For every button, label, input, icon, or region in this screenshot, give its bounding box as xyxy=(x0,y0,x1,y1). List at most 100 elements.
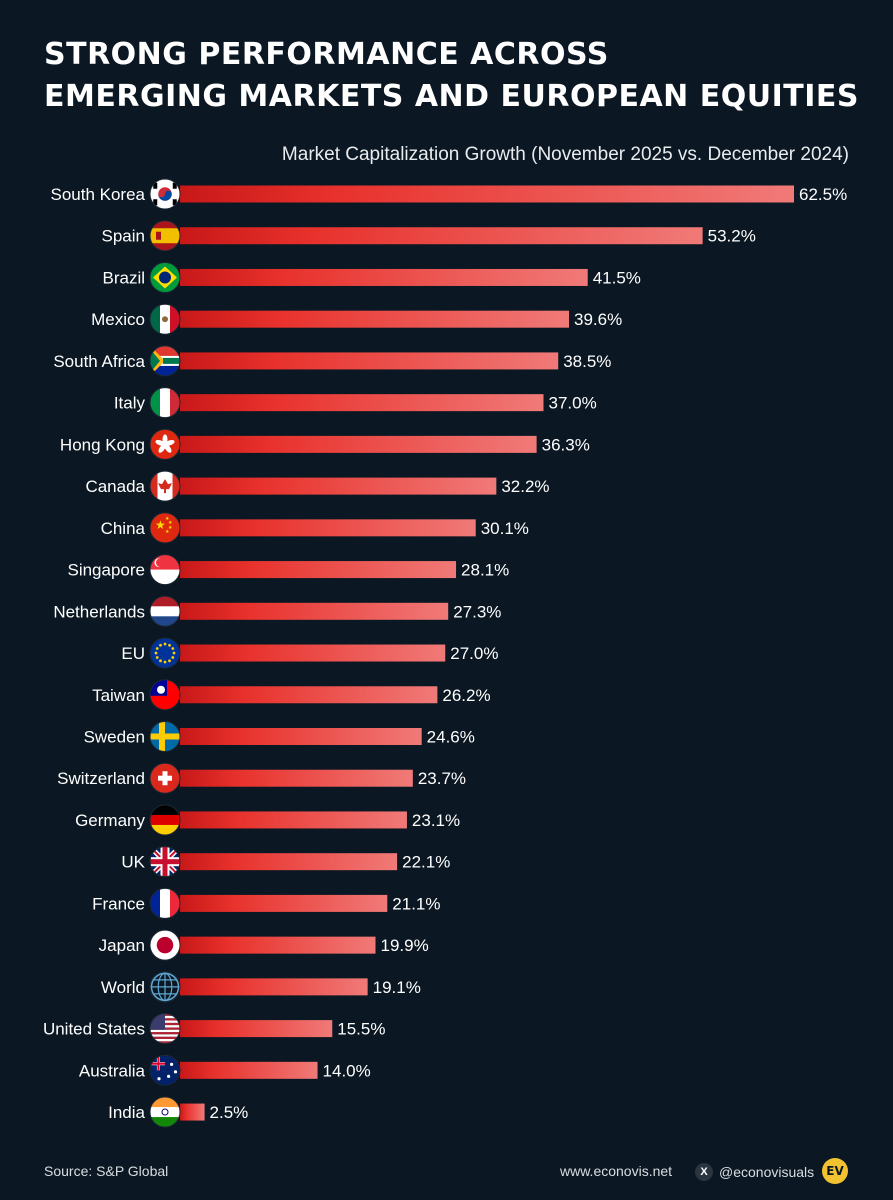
category-label: South Africa xyxy=(53,352,145,371)
flag-singapore-icon xyxy=(149,554,181,586)
bar xyxy=(180,435,537,453)
flag-canada-icon xyxy=(149,470,181,502)
category-label: Australia xyxy=(79,1061,146,1080)
value-label: 23.1% xyxy=(412,811,460,830)
value-label: 22.1% xyxy=(402,853,450,872)
x-logo-icon: X xyxy=(695,1163,713,1181)
flag-uk-icon xyxy=(149,846,181,878)
value-label: 19.9% xyxy=(380,936,428,955)
website-link[interactable]: www.econovis.net xyxy=(560,1163,673,1179)
bar-row: Mexico 39.6% xyxy=(91,303,622,335)
flag-australia-icon xyxy=(149,1054,181,1086)
bar xyxy=(180,185,794,203)
footer: Source: S&P Global www.econovis.net X @e… xyxy=(0,1158,893,1184)
flag-mexico-icon xyxy=(149,303,181,335)
bar-row: Switzerland 23.7% xyxy=(57,762,466,794)
bar xyxy=(180,310,570,328)
flag-taiwan-icon xyxy=(149,679,181,711)
svg-text:★: ★ xyxy=(165,516,170,522)
svg-text:★: ★ xyxy=(168,525,173,531)
category-label: Mexico xyxy=(91,310,145,329)
category-label: EU xyxy=(121,644,145,663)
bar xyxy=(180,227,703,245)
value-label: 2.5% xyxy=(210,1103,249,1122)
bar-row: Hong Kong 36.3% xyxy=(60,428,590,460)
value-label: 27.3% xyxy=(453,602,501,621)
page-title: STRONG PERFORMANCE ACROSS EMERGING MARKE… xyxy=(44,34,864,118)
globe-icon xyxy=(149,971,181,1003)
category-label: Canada xyxy=(85,477,145,496)
value-label: 37.0% xyxy=(548,394,596,413)
flag-hong-kong-icon xyxy=(149,428,181,460)
bar xyxy=(180,1103,205,1121)
bar-row: South Korea 62.5% xyxy=(50,178,847,210)
value-label: 53.2% xyxy=(708,227,756,246)
category-label: Hong Kong xyxy=(60,435,145,454)
value-label: 21.1% xyxy=(392,894,440,913)
bar xyxy=(180,853,398,871)
bar xyxy=(180,1061,318,1079)
bar xyxy=(180,644,446,662)
bar-row: Brazil 41.5% xyxy=(102,261,641,293)
value-label: 36.3% xyxy=(542,435,590,454)
value-label: 41.5% xyxy=(593,268,641,287)
bar-row: Taiwan 26.2% xyxy=(92,679,491,711)
bar-row: Japan 19.9% xyxy=(99,929,429,961)
bar xyxy=(180,602,449,620)
bar xyxy=(180,561,457,579)
bar xyxy=(180,394,544,412)
value-label: 28.1% xyxy=(461,561,509,580)
category-label: United States xyxy=(43,1020,145,1039)
category-label: Switzerland xyxy=(57,769,145,788)
handle-text: @econovisuals xyxy=(719,1164,815,1180)
category-label: Sweden xyxy=(84,727,145,746)
bar-row: Netherlands 27.3% xyxy=(53,595,501,627)
value-label: 24.6% xyxy=(427,727,475,746)
bar xyxy=(180,769,413,787)
flag-germany-icon xyxy=(149,804,181,836)
value-label: 14.0% xyxy=(323,1061,371,1080)
bar-row: United States 15.5% xyxy=(43,1013,385,1045)
bar-row: EU 27.0% xyxy=(121,637,498,669)
flag-sweden-icon xyxy=(149,720,181,752)
value-label: 32.2% xyxy=(501,477,549,496)
bar-row: Singapore 28.1% xyxy=(67,554,509,586)
bar xyxy=(180,811,407,829)
category-label: France xyxy=(92,894,145,913)
bar xyxy=(180,519,476,537)
category-label: Germany xyxy=(75,811,145,830)
bar xyxy=(180,268,588,286)
bar-row: Canada 32.2% xyxy=(85,470,550,502)
value-label: 15.5% xyxy=(337,1020,385,1039)
category-label: India xyxy=(108,1103,145,1122)
category-label: Brazil xyxy=(102,268,145,287)
bar-row: Germany 23.1% xyxy=(75,804,460,836)
social-handle[interactable]: X @econovisuals xyxy=(695,1163,814,1181)
category-label: South Korea xyxy=(50,185,145,204)
bar xyxy=(180,727,422,745)
svg-text:★: ★ xyxy=(155,518,166,532)
value-label: 27.0% xyxy=(450,644,498,663)
category-label: UK xyxy=(121,853,145,872)
bar xyxy=(180,936,376,954)
bar-row: World 19.1% xyxy=(101,971,421,1003)
bar-row: Sweden 24.6% xyxy=(84,720,475,752)
category-label: Japan xyxy=(99,936,145,955)
category-label: Singapore xyxy=(67,561,145,580)
bar xyxy=(180,978,368,996)
flag-south-africa-icon xyxy=(149,345,181,377)
bar xyxy=(180,352,559,370)
bar-row: China ★ ★★★★ 30.1% xyxy=(101,512,529,544)
bar xyxy=(180,1020,333,1038)
brand-logo: EV xyxy=(822,1158,848,1184)
value-label: 30.1% xyxy=(481,519,529,538)
value-label: 62.5% xyxy=(799,185,847,204)
flag-france-icon xyxy=(149,887,181,919)
chart-subtitle: Market Capitalization Growth (November 2… xyxy=(281,144,849,165)
flag-united-states-icon xyxy=(149,1013,181,1045)
flag-eu-icon xyxy=(149,637,181,669)
bar xyxy=(180,477,497,495)
flag-south-korea-icon xyxy=(149,178,181,210)
flag-italy-icon xyxy=(149,387,181,419)
